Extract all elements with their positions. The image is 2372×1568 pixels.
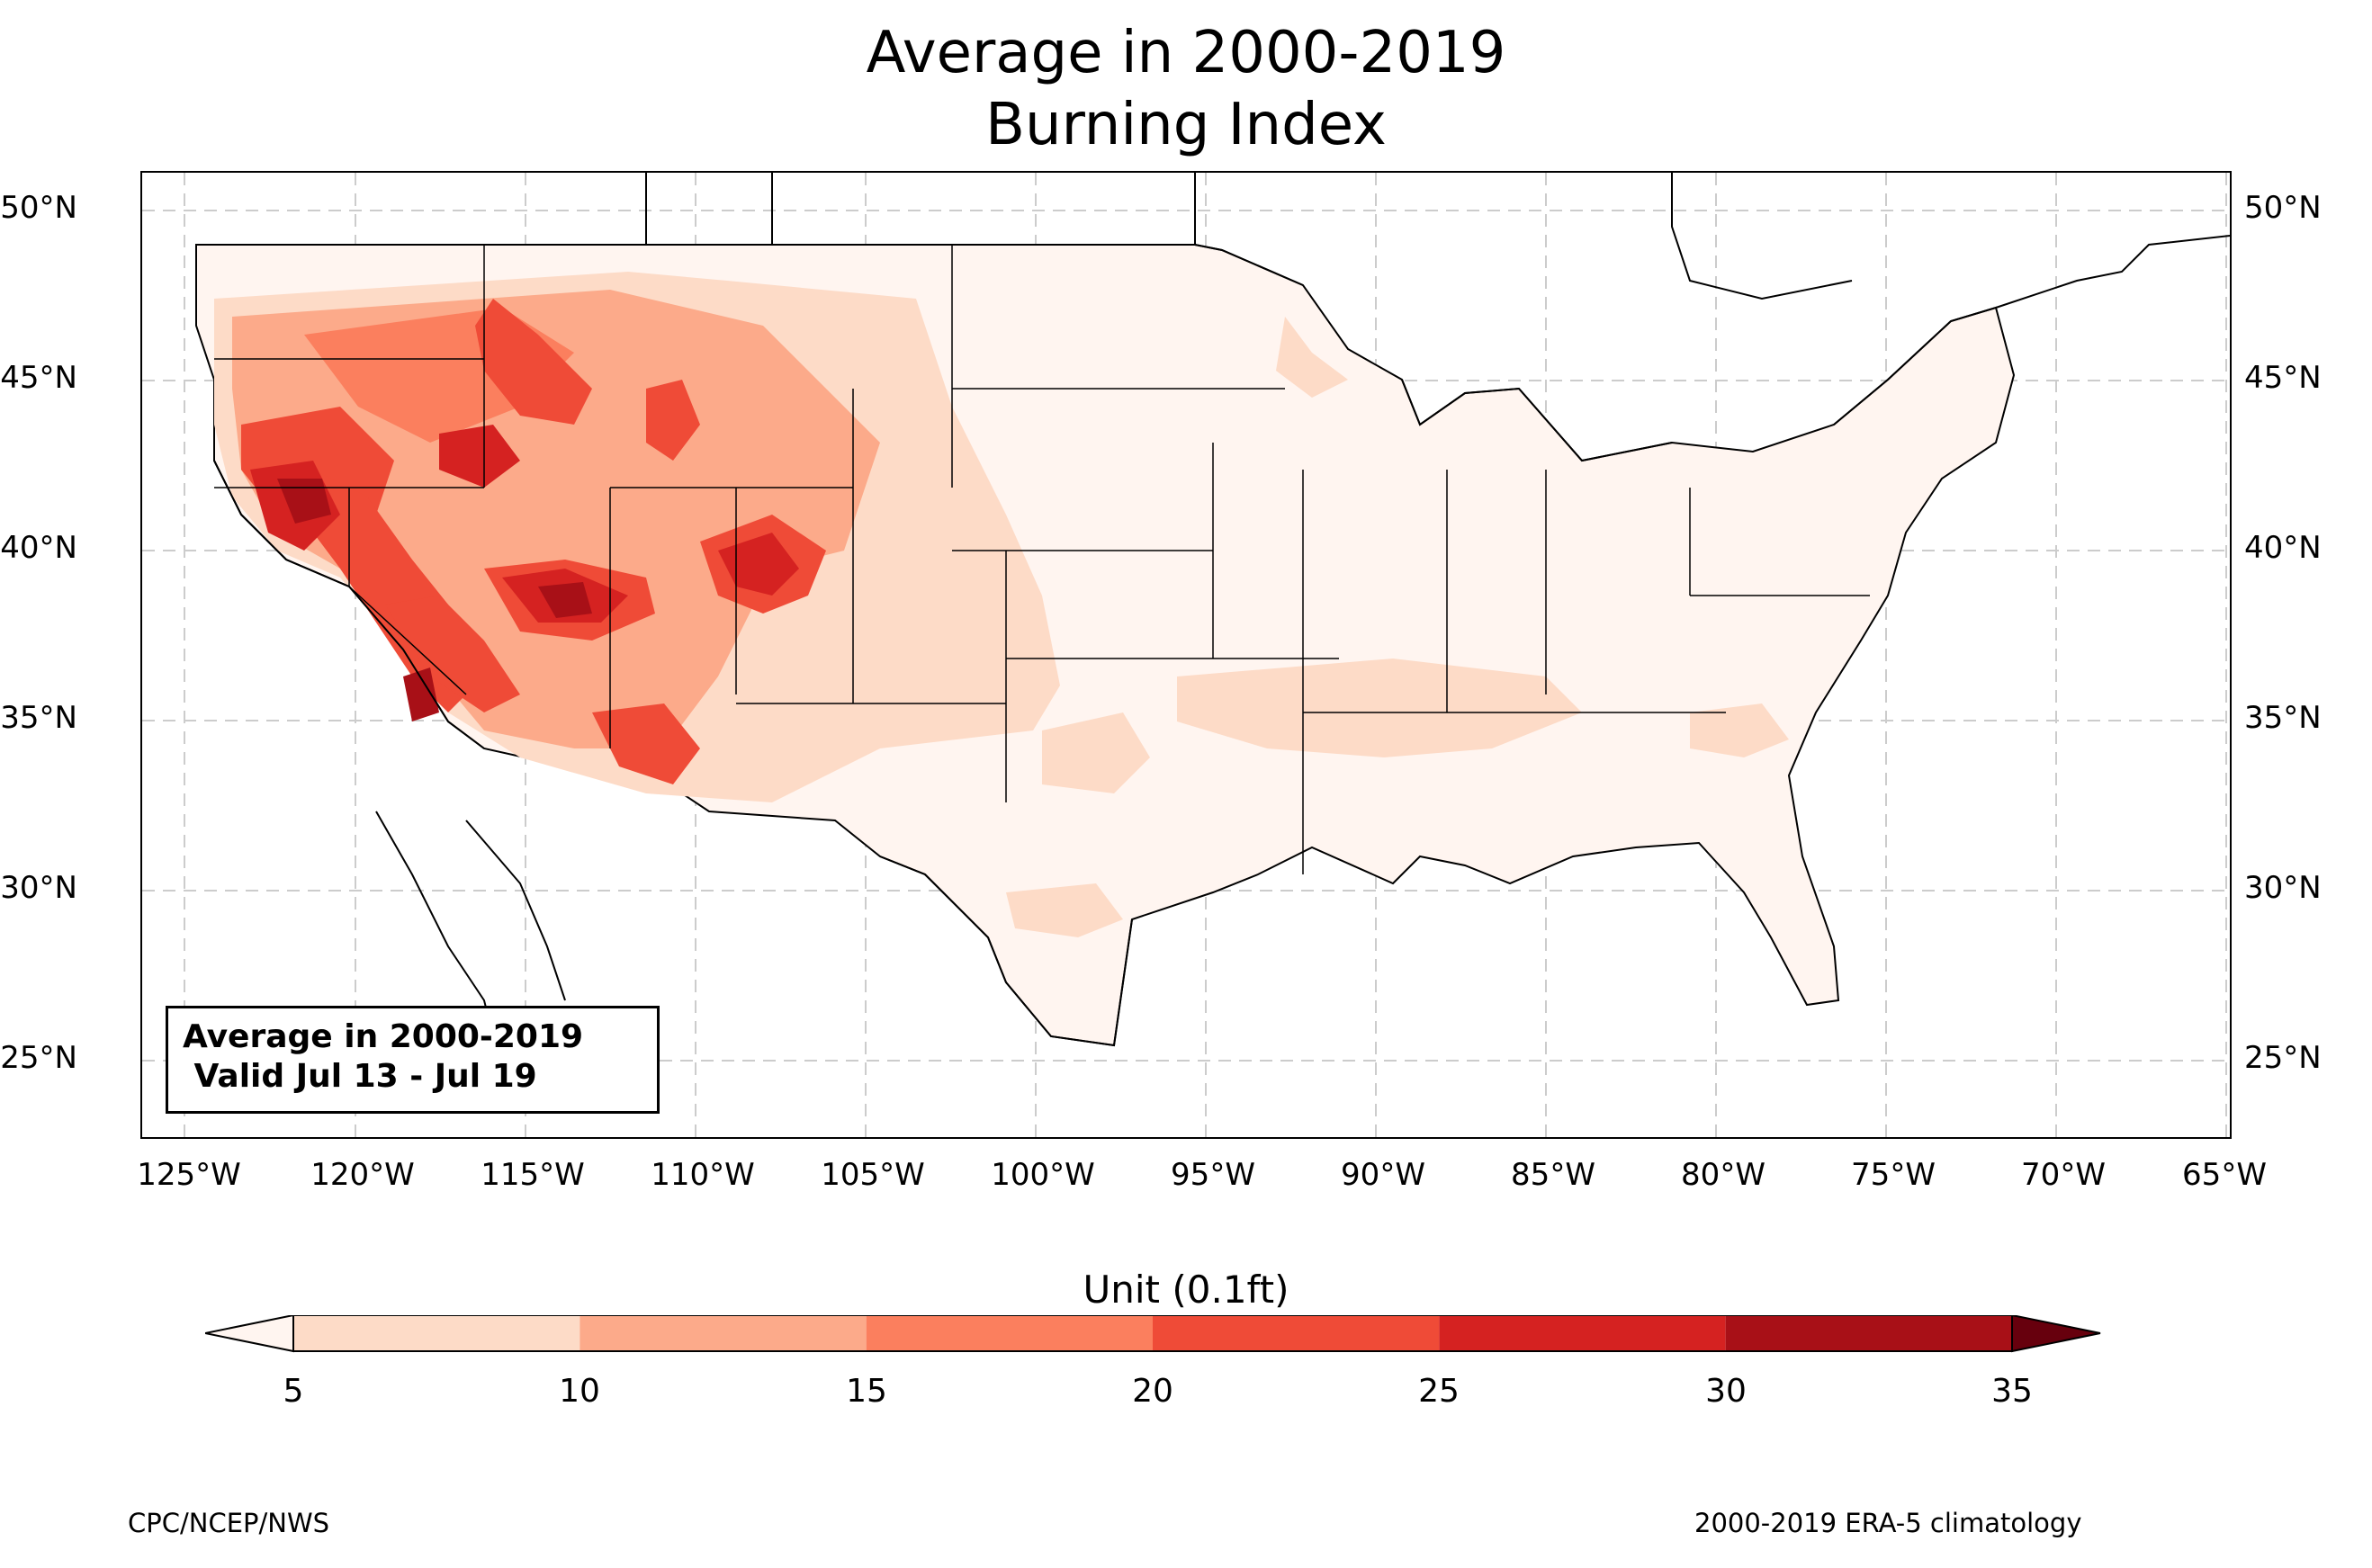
- lat-tick-right: 45°N: [2244, 360, 2322, 396]
- colorbar-outline: [292, 1315, 2013, 1352]
- lon-tick: 100°W: [991, 1157, 1095, 1193]
- colorbar-tick: 35: [1991, 1373, 2033, 1410]
- colorbar-under-arrow: [205, 1315, 294, 1353]
- credit-climatology: 2000-2019 ERA-5 climatology: [1694, 1508, 2082, 1538]
- lat-tick-left: 40°N: [0, 530, 77, 566]
- lat-tick-right: 30°N: [2244, 870, 2322, 906]
- lon-tick: 95°W: [1171, 1157, 1255, 1193]
- colorbar-tick: 10: [559, 1373, 600, 1410]
- lon-tick: 80°W: [1681, 1157, 1766, 1193]
- info-line-average: Average in 2000-2019: [183, 1018, 584, 1055]
- lon-tick: 125°W: [137, 1157, 241, 1193]
- colorbar-tick: 30: [1705, 1373, 1747, 1410]
- lon-tick: 75°W: [1851, 1157, 1936, 1193]
- state-borders: [214, 245, 1870, 874]
- colorbar-tick: 5: [283, 1373, 304, 1410]
- colorbar: [205, 1315, 2101, 1353]
- lat-tick-left: 35°N: [0, 700, 77, 736]
- colorbar-bin: [1725, 1315, 2012, 1351]
- lat-tick-left: 45°N: [0, 360, 77, 396]
- colorbar-label: Unit (0.1ft): [1083, 1268, 1289, 1312]
- lon-tick: 70°W: [2021, 1157, 2106, 1193]
- lat-tick-left: 25°N: [0, 1040, 77, 1076]
- colorbar-tick: 15: [846, 1373, 887, 1410]
- map-subtitle: Burning Index: [985, 92, 1387, 158]
- colorbar-tick: 25: [1418, 1373, 1460, 1410]
- lon-tick: 85°W: [1511, 1157, 1595, 1193]
- colorbar-bin: [1153, 1315, 1440, 1351]
- map-title: Average in 2000-2019: [866, 20, 1506, 86]
- colorbar-bin: [580, 1315, 867, 1351]
- map-panel: [140, 171, 2232, 1139]
- lon-tick: 105°W: [821, 1157, 925, 1193]
- lat-tick-right: 25°N: [2244, 1040, 2322, 1076]
- lat-tick-right: 40°N: [2244, 530, 2322, 566]
- colorbar-bins: [293, 1315, 2012, 1351]
- lon-tick: 115°W: [481, 1157, 585, 1193]
- borders-coast: [196, 173, 2230, 1047]
- valid-period-box: Average in 2000-2019 Valid Jul 13 - Jul …: [166, 1006, 660, 1114]
- lon-tick: 120°W: [310, 1157, 415, 1193]
- colorbar-bin: [1439, 1315, 1726, 1351]
- burning-index-contours: [214, 272, 1789, 937]
- burning-index-map: [142, 173, 2230, 1137]
- colorbar-tick: 20: [1132, 1373, 1173, 1410]
- lat-tick-right: 35°N: [2244, 700, 2322, 736]
- colorbar-bin: [293, 1315, 580, 1351]
- lat-tick-right: 50°N: [2244, 190, 2322, 226]
- lon-tick: 110°W: [651, 1157, 755, 1193]
- credit-source: CPC/NCEP/NWS: [128, 1508, 330, 1538]
- colorbar-bin: [866, 1315, 1153, 1351]
- lat-tick-left: 30°N: [0, 870, 77, 906]
- info-line-valid: Valid Jul 13 - Jul 19: [183, 1058, 537, 1095]
- lat-tick-left: 50°N: [0, 190, 77, 226]
- lon-tick: 65°W: [2182, 1157, 2267, 1193]
- colorbar-over-arrow: [2011, 1315, 2101, 1353]
- lon-tick: 90°W: [1341, 1157, 1425, 1193]
